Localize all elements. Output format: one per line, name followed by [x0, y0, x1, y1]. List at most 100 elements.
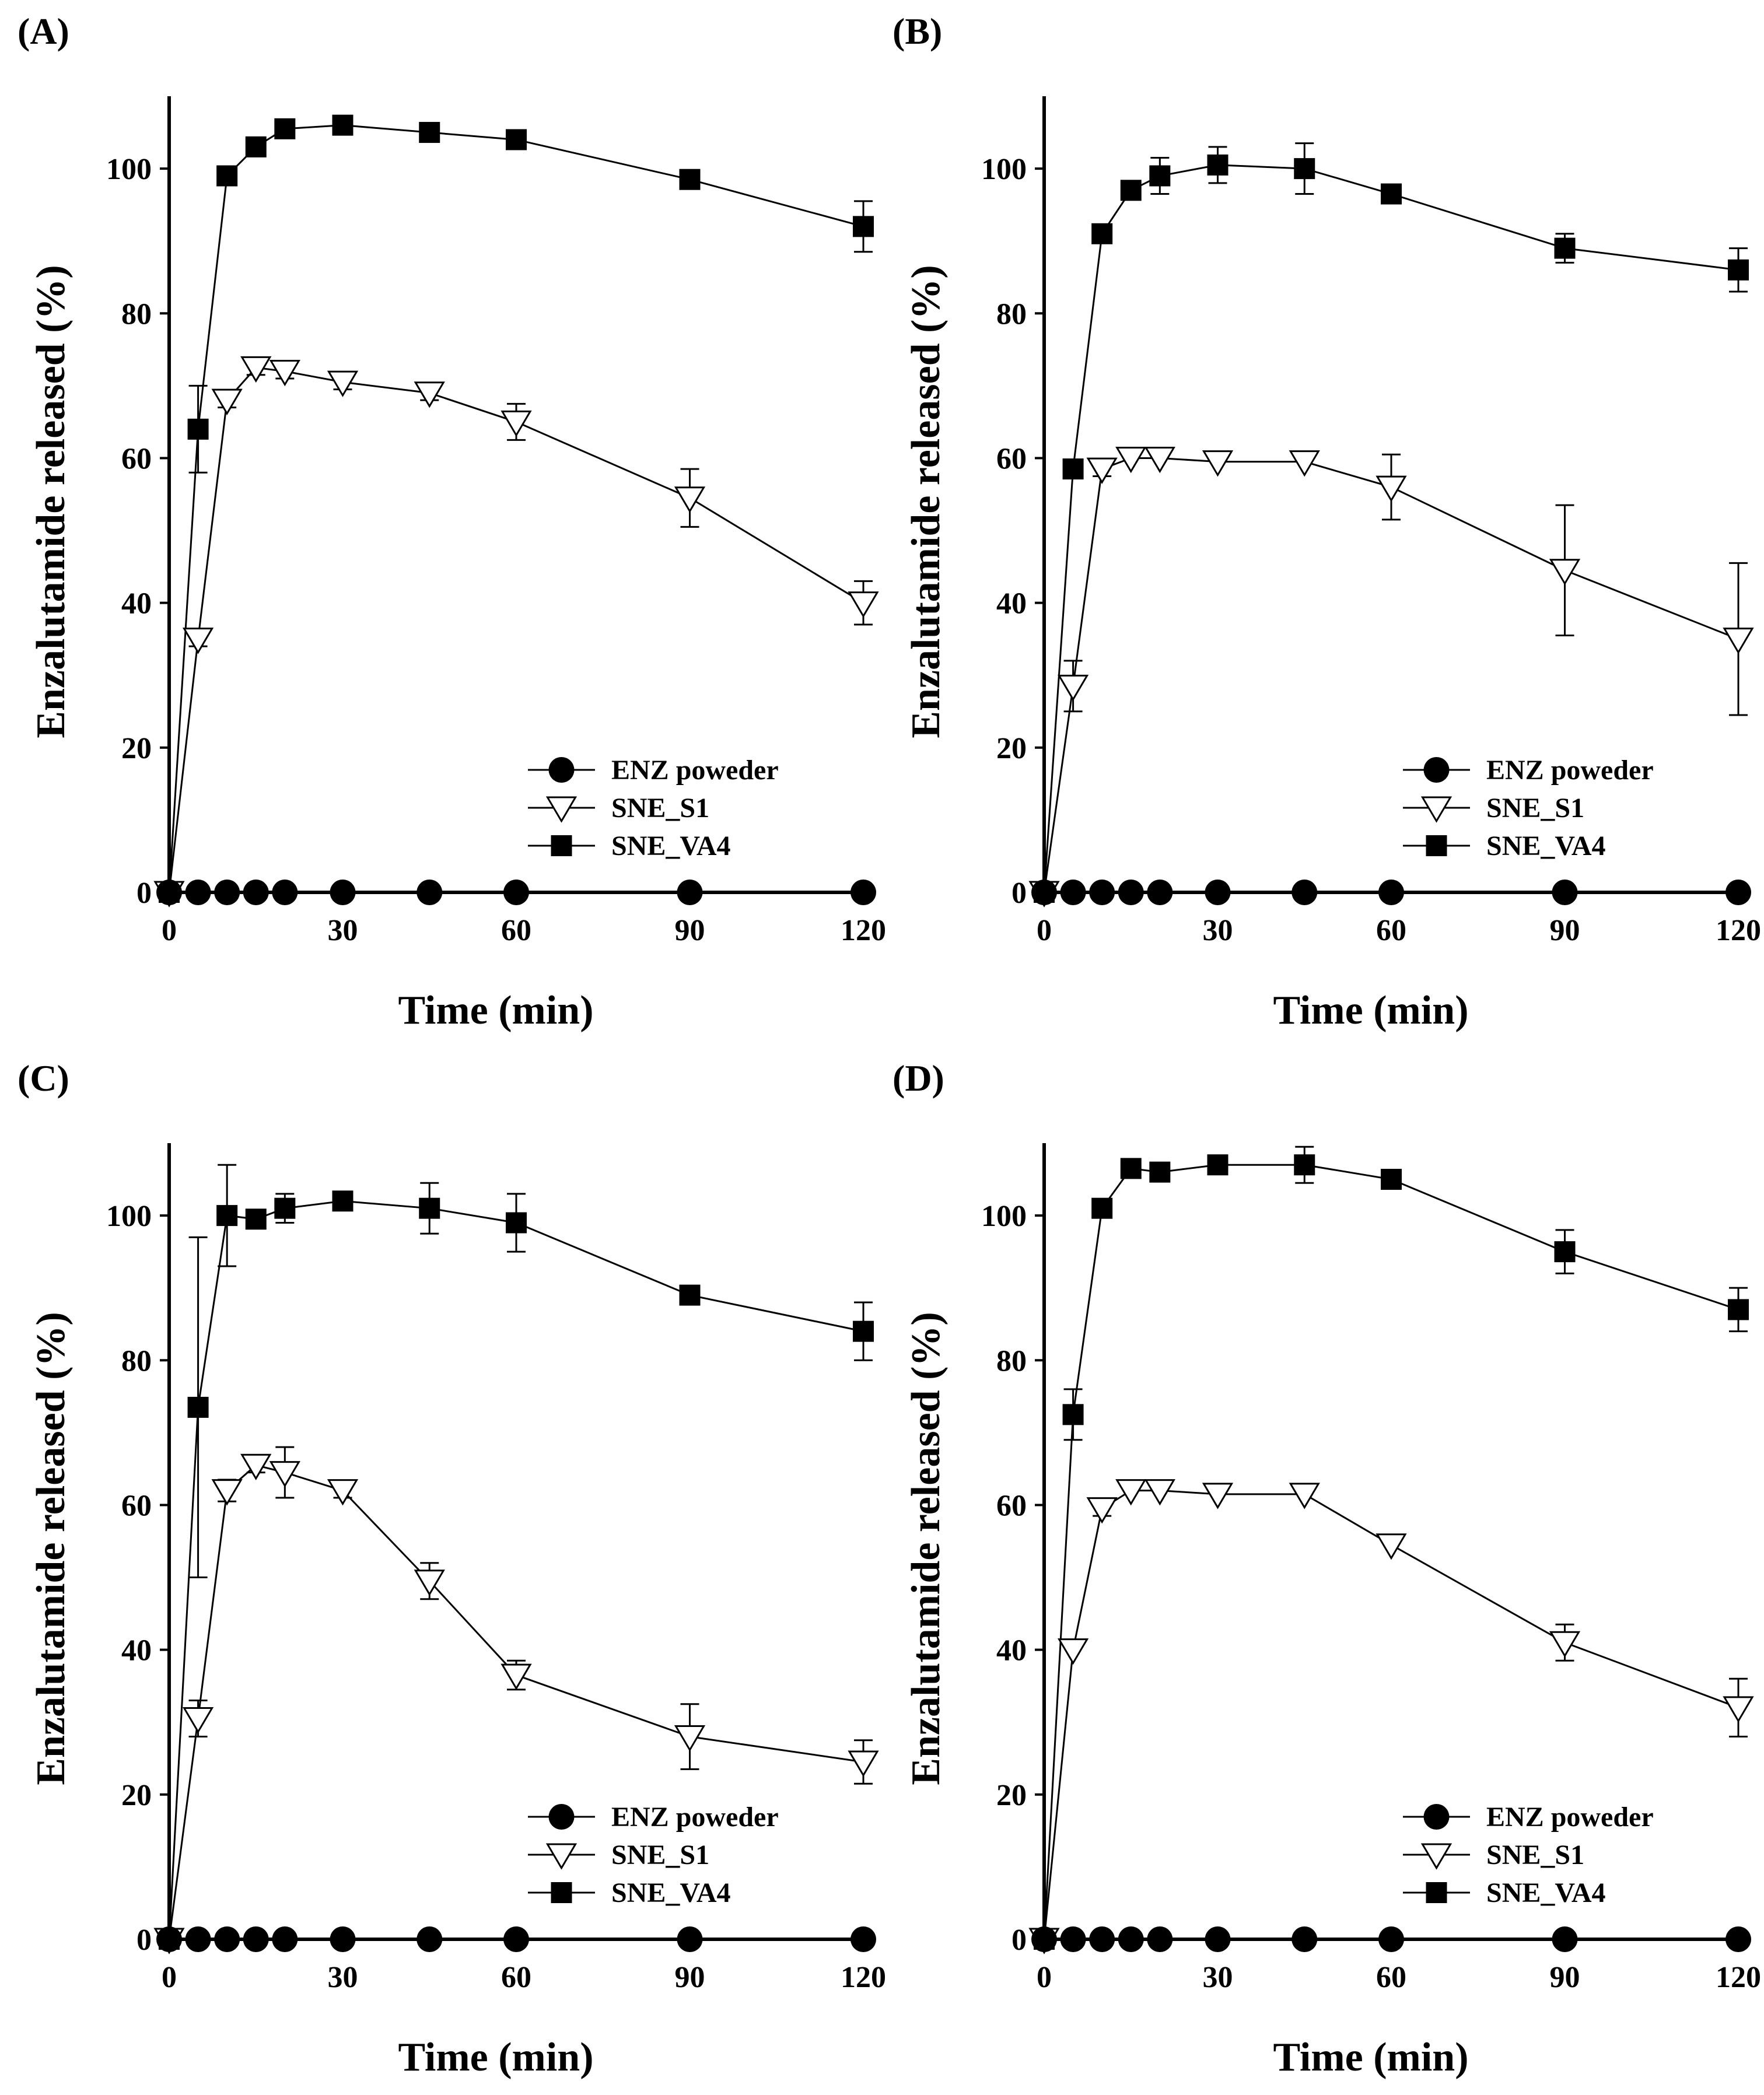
legend-marker — [1423, 1804, 1450, 1830]
data-point — [1292, 880, 1318, 905]
data-point — [1089, 880, 1115, 905]
y-tick-label: 40 — [121, 1634, 152, 1667]
legend: ENZ poweder SNE_S1 SNE_VA4 — [1403, 755, 1654, 861]
data-point — [506, 1212, 527, 1234]
data-point — [1091, 223, 1113, 244]
series-enz-poweder — [156, 880, 876, 905]
data-point — [1202, 450, 1234, 477]
data-point — [1031, 880, 1057, 905]
data-point — [1118, 1926, 1144, 1952]
legend: ENZ poweder SNE_S1 SNE_VA4 — [528, 755, 779, 861]
x-tick-label: 0 — [162, 1961, 177, 1994]
y-tick-label: 60 — [121, 1489, 152, 1522]
data-point — [1728, 259, 1749, 281]
legend: ENZ poweder SNE_S1 SNE_VA4 — [1403, 1802, 1654, 1908]
data-point — [156, 880, 182, 905]
data-point — [1147, 880, 1173, 905]
panel-d: (D) 0 30 60 90 120 0 20 40 60 80 100 ENZ poweder SNE… — [892, 1057, 1761, 2080]
data-point — [1289, 1483, 1320, 1509]
y-tick-label: 80 — [121, 297, 152, 331]
legend-marker — [1420, 1843, 1452, 1870]
data-point — [327, 370, 359, 397]
data-point — [182, 1707, 214, 1734]
data-point — [1552, 880, 1578, 905]
legend-label: SNE_S1 — [1486, 1840, 1584, 1870]
panel-c: (C) 0 30 60 90 120 0 20 40 60 80 100 ENZ poweder SNE… — [18, 1057, 886, 2080]
data-point — [272, 1926, 298, 1952]
y-tick-label: 40 — [996, 587, 1027, 621]
data-point — [274, 118, 296, 139]
data-point — [501, 410, 532, 437]
data-point — [1115, 446, 1147, 474]
data-point — [1554, 237, 1576, 259]
legend-marker — [551, 1882, 572, 1903]
legend-marker — [1423, 757, 1450, 783]
data-point — [1144, 1479, 1175, 1506]
data-point — [501, 1663, 532, 1690]
legend-marker — [548, 757, 575, 783]
y-axis-title: Enzalutamide released (%) — [904, 1312, 949, 1785]
legend-label: SNE_VA4 — [1486, 1877, 1606, 1908]
panel-label: (C) — [18, 1057, 69, 1099]
y-tick-label: 100 — [981, 1200, 1027, 1233]
legend-marker — [1426, 835, 1447, 856]
data-point — [848, 591, 879, 618]
x-tick-label: 30 — [328, 1961, 358, 1994]
data-point — [185, 1926, 211, 1952]
data-point — [1554, 1241, 1576, 1263]
series-line — [1043, 1164, 1739, 1940]
series-sne-va4 — [1034, 1145, 1749, 1950]
x-tick-label: 30 — [1203, 914, 1233, 947]
data-point — [506, 129, 527, 150]
data-point — [269, 360, 300, 387]
data-point — [272, 880, 298, 905]
data-point — [330, 1926, 356, 1952]
x-tick-label: 90 — [1550, 914, 1580, 947]
legend: ENZ poweder SNE_S1 SNE_VA4 — [528, 1802, 779, 1908]
y-tick-label: 40 — [121, 587, 152, 621]
x-tick-label: 60 — [1376, 914, 1406, 947]
x-tick-label: 120 — [1716, 1961, 1761, 1994]
data-point — [187, 418, 209, 440]
data-point — [1091, 1197, 1113, 1219]
data-point — [674, 486, 706, 513]
panel-b: (B) 0 30 60 90 120 0 20 40 60 80 100 ENZ poweder SNE… — [892, 10, 1761, 1033]
legend-marker — [548, 1804, 575, 1830]
data-point — [1726, 1926, 1751, 1952]
legend-label: ENZ poweder — [611, 755, 779, 786]
series-line — [168, 124, 864, 893]
legend-label: SNE_VA4 — [611, 1877, 731, 1908]
x-axis-title: Time (min) — [1273, 988, 1468, 1033]
data-point — [1549, 559, 1581, 586]
data-point — [243, 1926, 269, 1952]
data-point — [1147, 1926, 1173, 1952]
legend-marker — [1420, 796, 1452, 823]
series-enz-poweder — [1031, 1926, 1751, 1952]
x-tick-label: 30 — [328, 914, 358, 947]
data-point — [1381, 1169, 1402, 1190]
y-tick-label: 0 — [1012, 1924, 1027, 1957]
x-tick-label: 90 — [675, 914, 705, 947]
data-point — [503, 1926, 529, 1952]
data-point — [853, 216, 874, 237]
data-point — [1549, 1631, 1581, 1658]
data-point — [1294, 1154, 1315, 1176]
series-line — [168, 1200, 864, 1940]
data-point — [1062, 458, 1084, 480]
data-point — [416, 880, 443, 905]
y-axis-title: Enzalutamide released (%) — [29, 265, 74, 738]
data-point — [677, 880, 703, 905]
legend-marker — [545, 796, 578, 823]
x-tick-label: 0 — [162, 914, 177, 947]
y-tick-label: 20 — [121, 1779, 152, 1812]
data-point — [1057, 674, 1089, 702]
legend-marker — [551, 835, 572, 856]
data-point — [245, 1208, 267, 1230]
data-point — [1728, 1299, 1749, 1320]
data-point — [1723, 1696, 1754, 1723]
panel-label: (B) — [892, 10, 942, 52]
legend-label: SNE_S1 — [611, 793, 709, 824]
data-point — [1205, 880, 1231, 905]
x-tick-label: 120 — [841, 914, 886, 947]
